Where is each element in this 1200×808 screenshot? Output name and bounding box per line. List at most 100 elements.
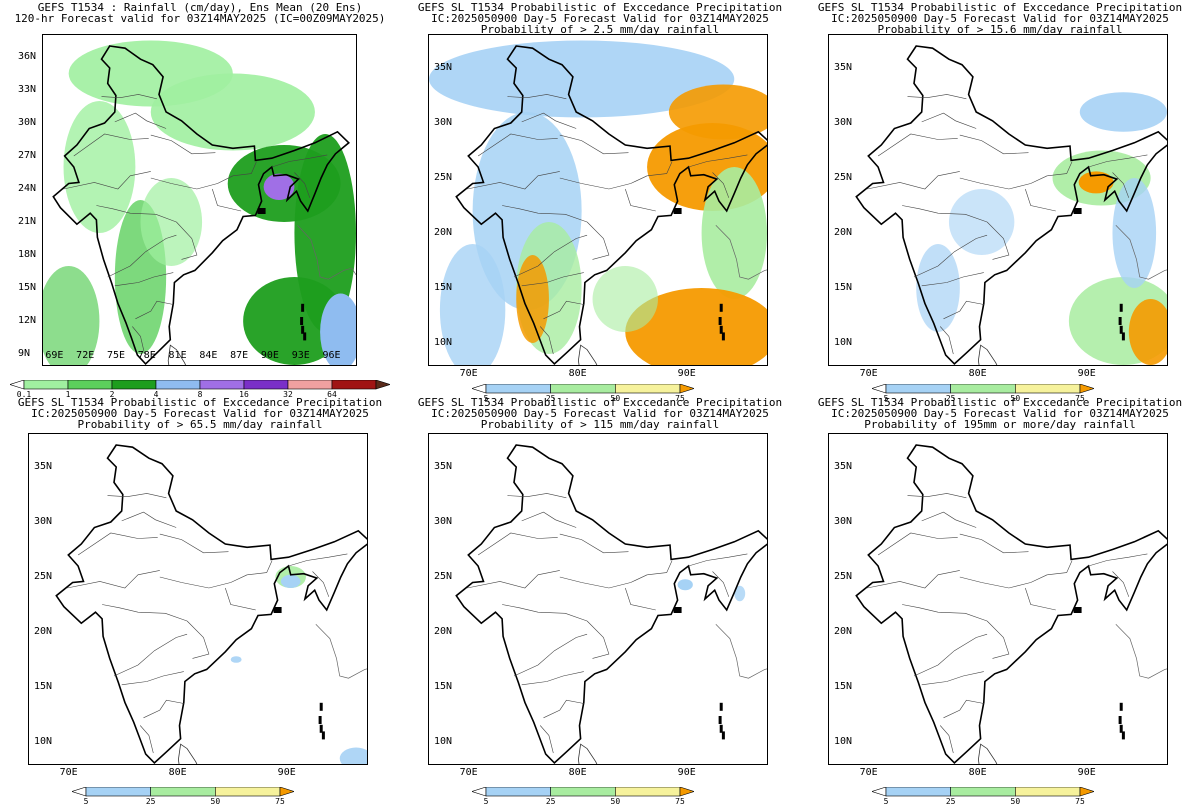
colorbar-high-arrow xyxy=(679,384,694,394)
state-boundary xyxy=(921,112,977,129)
state-boundary xyxy=(921,511,977,528)
prob-mid-myanmar xyxy=(701,167,767,299)
lon-tick-label: 70E xyxy=(459,368,478,379)
colorbar-swatches xyxy=(72,787,294,797)
colorbar-swatch xyxy=(615,787,681,797)
colorbar-label: 50 xyxy=(1010,797,1021,806)
sundarbans-mark xyxy=(673,607,682,613)
state-boundary xyxy=(477,532,558,556)
state-boundary xyxy=(521,511,577,528)
panel-title-line: GEFS SL T1534 Probabilistic of Exccedanc… xyxy=(817,1,1183,14)
state-boundary xyxy=(467,171,560,190)
colorbar-low-arrow xyxy=(472,787,487,797)
lat-tick-label: 20N xyxy=(834,626,853,637)
panel-title-line: GEFS SL T1534 Probabilistic of Exccedanc… xyxy=(17,396,383,409)
andaman-island xyxy=(718,716,722,724)
colorbar-label: 75 xyxy=(275,797,285,806)
colorbar: 5 25 50 75 xyxy=(472,384,694,405)
sundarbans-mark xyxy=(1073,607,1082,613)
colorbar-swatch xyxy=(331,380,377,390)
panel-title-line: IC:2025050900 Day-5 Forecast Valid for 0… xyxy=(831,12,1169,25)
colorbar-low-arrow xyxy=(72,787,87,797)
state-boundary xyxy=(96,205,177,223)
neighbour-coastline xyxy=(1115,624,1167,679)
colorbar-swatch xyxy=(243,380,289,390)
colorbar-high-arrow xyxy=(1079,787,1094,797)
state-boundary xyxy=(113,633,188,677)
colorbar: 5 25 50 75 xyxy=(472,787,694,808)
lat-tick-label: 35N xyxy=(434,461,453,472)
colorbar-low-arrow xyxy=(872,787,887,797)
state-boundary xyxy=(907,94,967,100)
colorbar-swatch xyxy=(1015,384,1081,394)
lat-tick-label: 27N xyxy=(18,150,37,161)
colorbar-swatch xyxy=(615,384,681,394)
colorbar-high-arrow xyxy=(1079,384,1094,394)
state-boundary xyxy=(135,300,174,320)
colorbar-swatch xyxy=(23,380,69,390)
state-boundary xyxy=(507,94,567,100)
sri-lanka-outline xyxy=(167,344,186,365)
andaman-island xyxy=(719,724,723,733)
prob-low-arabian xyxy=(439,244,506,365)
lon-tick-label: 70E xyxy=(859,767,878,778)
panel-prob-115mm: GEFS SL T1534 Probabilistic of Exccedanc… xyxy=(400,395,800,807)
state-boundary xyxy=(939,326,954,355)
lat-tick-label: 33N xyxy=(18,84,37,95)
colorbar-swatch xyxy=(155,380,201,390)
colorbar-label: 25 xyxy=(945,394,956,403)
lat-tick-label: 15N xyxy=(434,681,453,692)
lon-tick-label: 87E xyxy=(230,350,249,361)
colorbar-label: 50 xyxy=(1010,394,1021,403)
map-canvas xyxy=(55,444,367,764)
state-boundary xyxy=(559,175,648,190)
lon-tick-label: 72E xyxy=(76,350,95,361)
lon-tick-label: 90E xyxy=(677,368,696,379)
colorbar-swatch xyxy=(111,380,157,390)
state-boundary xyxy=(543,699,584,719)
state-boundary xyxy=(1025,188,1056,212)
state-boundary xyxy=(139,725,154,754)
panel-prob-15-6mm: GEFS SL T1534 Probabilistic of Exccedanc… xyxy=(800,0,1200,404)
lon-tick-label: 80E xyxy=(568,368,587,379)
prob-high-andaman xyxy=(1128,299,1167,365)
andaman-island xyxy=(1118,716,1122,724)
lat-tick-label: 10N xyxy=(434,337,453,348)
colorbar-label: 25 xyxy=(545,797,556,806)
state-boundary xyxy=(1047,560,1073,576)
colorbar-label: 0.1 xyxy=(16,390,32,399)
lon-tick-label: 78E xyxy=(137,350,156,361)
state-boundary xyxy=(959,134,1029,155)
state-boundary xyxy=(312,571,330,597)
state-boundary xyxy=(959,175,1048,190)
lon-tick-label: 80E xyxy=(968,368,987,379)
colorbar-label: 5 xyxy=(883,797,889,806)
state-boundary xyxy=(939,725,954,754)
state-boundary xyxy=(101,94,157,100)
state-boundary xyxy=(467,570,560,589)
colorbar-swatch xyxy=(67,380,113,390)
colorbar-label: 16 xyxy=(239,390,249,399)
state-boundary xyxy=(559,574,648,589)
state-boundary xyxy=(67,570,160,589)
state-boundary xyxy=(271,154,328,168)
rain-andaman xyxy=(320,293,356,365)
map-frame xyxy=(28,433,368,765)
andaman-island xyxy=(300,317,304,325)
prob-high-meghalaya xyxy=(1078,171,1114,194)
lat-tick-label: 20N xyxy=(434,626,453,637)
light-rain-west xyxy=(63,101,136,233)
lat-tick-label: 35N xyxy=(434,62,453,73)
andaman-island xyxy=(1119,724,1123,733)
sri-lanka-outline xyxy=(977,344,998,365)
colorbar-label: 50 xyxy=(610,797,621,806)
lon-tick-label: 93E xyxy=(291,350,310,361)
neighbour-coastline xyxy=(1115,225,1167,280)
lat-tick-label: 20N xyxy=(34,626,53,637)
state-boundary xyxy=(586,221,610,260)
andaman-island xyxy=(303,332,307,341)
india-outline xyxy=(855,45,1167,365)
lat-tick-label: 30N xyxy=(18,117,37,128)
panel-title-line: Probability of > 115 mm/day rainfall xyxy=(480,418,720,431)
panel-title-line: IC:2025050900 Day-5 Forecast Valid for 0… xyxy=(31,407,369,420)
